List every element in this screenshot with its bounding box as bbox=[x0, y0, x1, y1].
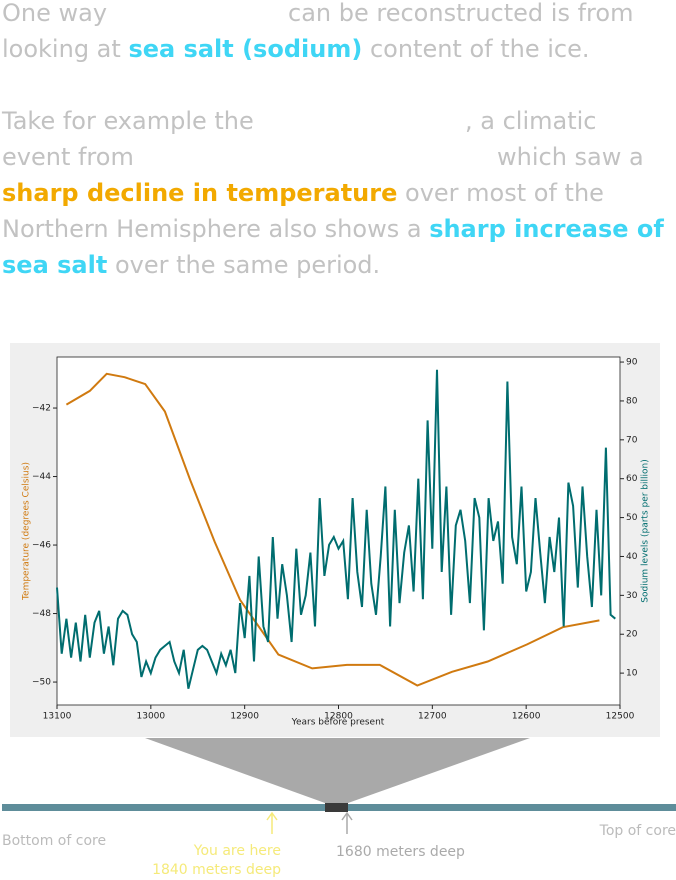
text: over most of the bbox=[405, 179, 604, 207]
core-label: You are here bbox=[193, 843, 281, 859]
text-line: sea salt over the same period. bbox=[2, 247, 380, 283]
y2-tick-label: 30 bbox=[626, 591, 638, 601]
y-tick-label: −42 bbox=[32, 404, 51, 414]
core-label: Top of core bbox=[599, 823, 676, 839]
highlight: sharp increase of bbox=[429, 215, 664, 243]
x-tick-label: 13000 bbox=[137, 712, 166, 722]
y2-tick-label: 20 bbox=[626, 630, 638, 640]
text: event from bbox=[2, 143, 134, 171]
text-line: Northern Hemisphere also shows a sharp i… bbox=[2, 211, 664, 247]
y-tick-label: −48 bbox=[32, 609, 51, 619]
y-tick-label: −50 bbox=[32, 678, 51, 688]
text-line: Take for example the , a climatic bbox=[2, 103, 596, 139]
y-tick-label: −44 bbox=[32, 472, 51, 482]
plot-area bbox=[56, 356, 621, 706]
y2-tick-label: 70 bbox=[626, 435, 638, 445]
x-tick-label: 12900 bbox=[230, 712, 259, 722]
text: One way bbox=[2, 0, 108, 27]
text: looking at bbox=[2, 35, 121, 63]
text: , a climatic bbox=[465, 107, 597, 135]
zoom-wedge bbox=[145, 738, 530, 803]
highlight: sea salt bbox=[2, 251, 108, 279]
line-series bbox=[56, 369, 616, 689]
y2-tick-label: 90 bbox=[626, 358, 638, 368]
core-window bbox=[325, 803, 348, 812]
arrow bbox=[341, 811, 353, 834]
text: Take for example the bbox=[2, 107, 254, 135]
y2-tick-label: 60 bbox=[626, 474, 638, 484]
y2-tick-label: 50 bbox=[626, 513, 638, 523]
text-line: sharp decline in temperature over most o… bbox=[2, 175, 604, 211]
y2-tick-label: 40 bbox=[626, 552, 638, 562]
arrow bbox=[266, 811, 278, 834]
text-line: looking at sea salt (sodium) content of … bbox=[2, 31, 590, 67]
y-tick-label: −46 bbox=[32, 541, 51, 551]
x-tick-label: 12700 bbox=[418, 712, 447, 722]
text: over the same period. bbox=[114, 251, 381, 279]
x-tick-label: 12500 bbox=[606, 712, 635, 722]
highlight: sea salt (sodium) bbox=[128, 35, 363, 63]
x-tick-label: 12600 bbox=[512, 712, 541, 722]
highlight: sharp decline in temperature bbox=[2, 179, 398, 207]
y-axis-label: Temperature (degrees Celsius) bbox=[22, 462, 32, 601]
core-label: Bottom of core bbox=[2, 833, 106, 849]
text-line: event from which saw a bbox=[2, 139, 644, 175]
line-series bbox=[65, 372, 600, 687]
y2-tick-label: 80 bbox=[626, 396, 638, 406]
text: which saw a bbox=[497, 143, 644, 171]
text: can be reconstructed is from bbox=[288, 0, 634, 27]
core-label: 1680 meters deep bbox=[336, 844, 465, 860]
y2-axis-label: Sodium levels (parts per billion) bbox=[641, 459, 651, 602]
x-axis-label: Years before present bbox=[291, 718, 385, 728]
text: Northern Hemisphere also shows a bbox=[2, 215, 422, 243]
core-label: 1840 meters deep bbox=[152, 862, 281, 878]
text-line: One way can be reconstructed is from bbox=[2, 0, 633, 31]
x-tick-label: 13100 bbox=[43, 712, 72, 722]
y2-tick-label: 10 bbox=[626, 669, 638, 679]
text: content of the ice. bbox=[369, 35, 590, 63]
x-tick-label: 12800 bbox=[324, 712, 353, 722]
